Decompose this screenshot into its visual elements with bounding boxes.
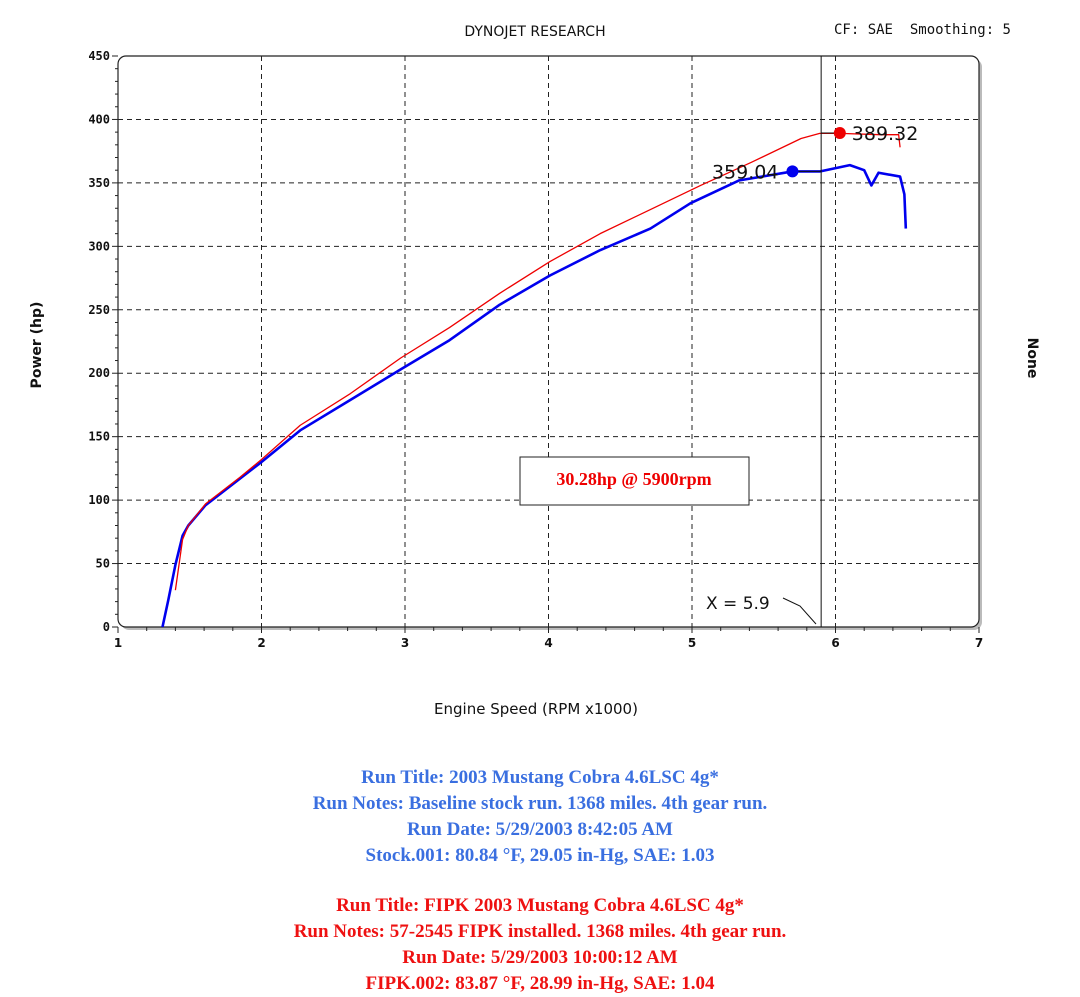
baseline-run-info: Run Title: 2003 Mustang Cobra 4.6LSC 4g*…	[0, 765, 1080, 869]
peak-label: 389.32	[852, 123, 918, 145]
x-tick-label: 6	[831, 636, 839, 650]
run-date: Run Date: 5/29/2003 8:42:05 AM	[407, 819, 673, 840]
run-title: Run Title: 2003 Mustang Cobra 4.6LSC 4g*	[361, 767, 719, 788]
y-tick-label: 50	[96, 557, 110, 571]
x-tick-label: 5	[688, 636, 696, 650]
dyno-chart: DYNOJET RESEARCH CF: SAE Smoothing: 5 Po…	[29, 22, 1040, 718]
annotation-box	[519, 456, 750, 506]
right-axis-label: None	[1024, 338, 1040, 379]
y-tick-label: 450	[88, 49, 110, 63]
cursor-label: X = 5.9	[706, 594, 770, 614]
run-notes: Run Notes: Baseline stock run. 1368 mile…	[312, 793, 768, 814]
x-tick-label: 2	[257, 636, 265, 650]
y-tick-label: 400	[88, 112, 110, 126]
x-tick-label: 1	[114, 636, 122, 650]
run-conditions: FIPK.002: 83.87 °F, 28.99 in-Hg, SAE: 1.…	[365, 973, 715, 994]
y-tick-label: 100	[88, 493, 110, 507]
peak-label: 359.04	[712, 161, 778, 183]
chart-subtitle: CF: SAE Smoothing: 5	[834, 22, 1011, 38]
cursor-label-leader	[782, 597, 817, 625]
annotation-text: 30.28hp @ 5900rpm	[556, 469, 711, 489]
run-notes: Run Notes: 57-2545 FIPK installed. 1368 …	[293, 921, 787, 942]
x-axis-label: Engine Speed (RPM x1000)	[434, 700, 638, 718]
peak-marker	[833, 126, 846, 139]
run-date: Run Date: 5/29/2003 10:00:12 AM	[402, 947, 678, 968]
run-title: Run Title: FIPK 2003 Mustang Cobra 4.6LS…	[336, 895, 744, 916]
x-tick-label: 3	[401, 636, 409, 650]
peak-marker	[786, 165, 799, 178]
y-axis-label: Power (hp)	[29, 302, 45, 389]
y-tick-label: 300	[88, 239, 110, 253]
x-tick-label: 4	[544, 636, 552, 650]
y-tick-label: 200	[88, 366, 110, 380]
y-tick-label: 0	[103, 620, 110, 634]
x-tick-label: 7	[975, 636, 983, 650]
run-conditions: Stock.001: 80.84 °F, 29.05 in-Hg, SAE: 1…	[365, 845, 715, 866]
fipk-run-info: Run Title: FIPK 2003 Mustang Cobra 4.6LS…	[0, 893, 1080, 997]
y-tick-label: 250	[88, 303, 110, 317]
y-tick-label: 150	[88, 430, 110, 444]
y-tick-label: 350	[88, 176, 110, 190]
chart-title: DYNOJET RESEARCH	[464, 24, 605, 40]
